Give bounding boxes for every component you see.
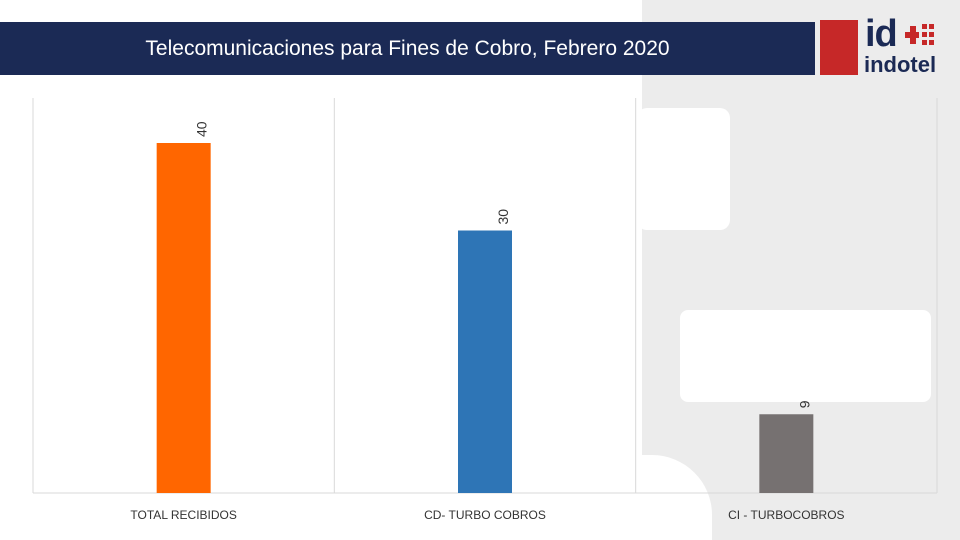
logo-id-text: id — [865, 13, 898, 55]
data-label: 40 — [194, 121, 210, 137]
title-banner: Telecomunicaciones para Fines de Cobro, … — [0, 22, 815, 75]
data-label: 30 — [495, 209, 511, 225]
data-label: 9 — [796, 400, 812, 408]
bar — [156, 143, 211, 493]
bar — [458, 230, 512, 493]
x-tick-label: CI - TURBOCOBROS — [728, 508, 844, 522]
page-title: Telecomunicaciones para Fines de Cobro, … — [145, 36, 670, 60]
logo-plus-icon — [905, 22, 935, 50]
x-tick-label: CD- TURBO COBROS — [424, 508, 546, 522]
background-card — [637, 108, 730, 230]
background-card — [680, 310, 931, 402]
x-tick-label: TOTAL RECIBIDOS — [130, 508, 236, 522]
logo-wordmark: indotel — [864, 52, 937, 77]
indotel-logo: id indotel — [820, 14, 940, 78]
logo-red-mark — [820, 20, 858, 75]
bar — [759, 414, 814, 493]
